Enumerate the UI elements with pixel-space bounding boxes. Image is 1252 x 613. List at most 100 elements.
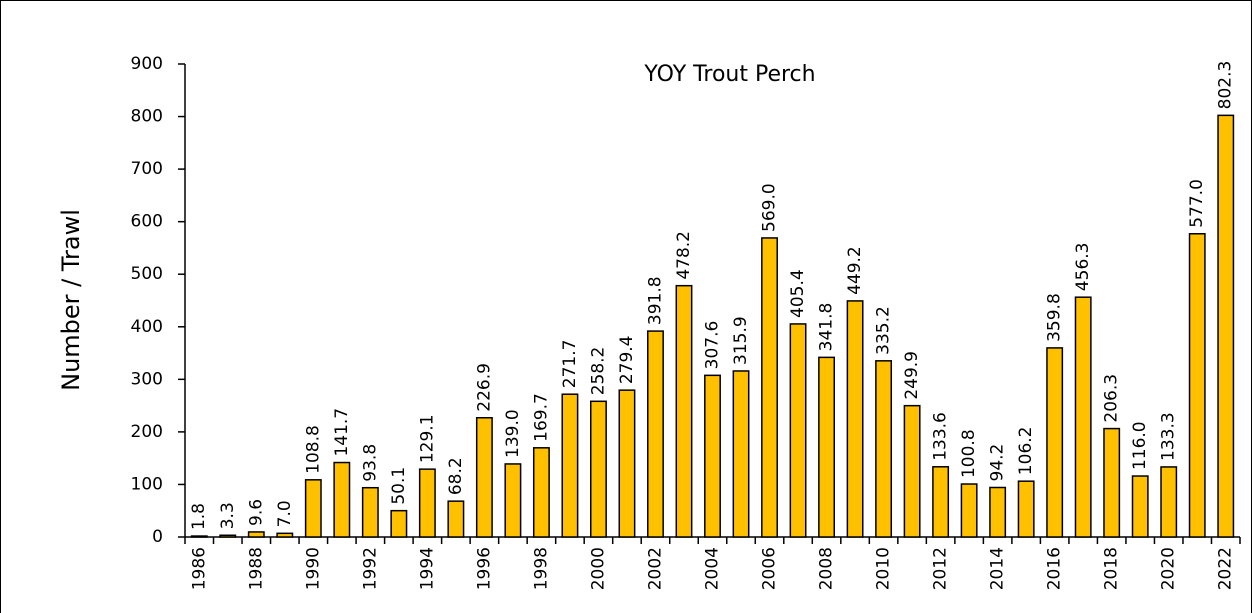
value-label: 802.3: [1216, 61, 1236, 110]
x-tick-label: 2012: [931, 547, 951, 590]
x-tick-label: 2006: [760, 547, 780, 590]
x-tick-label: 1990: [303, 547, 323, 590]
value-label: 139.0: [503, 409, 523, 458]
y-tick-label: 200: [131, 422, 163, 442]
value-label: 359.8: [1045, 293, 1065, 342]
value-label: 391.8: [645, 276, 665, 325]
y-tick-label: 500: [131, 264, 163, 284]
x-tick-label: 2022: [1216, 547, 1236, 590]
value-label: 335.2: [874, 306, 894, 355]
value-label: 577.0: [1187, 179, 1207, 228]
value-label: 307.6: [703, 321, 723, 370]
y-axis-title: Number / Trawl: [57, 209, 85, 391]
value-label: 258.2: [588, 347, 608, 396]
bar: [818, 356, 836, 538]
bar: [989, 486, 1007, 538]
x-tick-label: 2010: [874, 547, 894, 590]
bar: [618, 389, 636, 538]
y-tick-label: 400: [131, 317, 163, 337]
bar: [219, 534, 237, 538]
x-tick-label: 1988: [246, 547, 266, 590]
x-tick-label: 1992: [360, 547, 380, 590]
bar: [561, 393, 579, 538]
y-tick-label: 800: [131, 107, 163, 127]
bar: [960, 483, 978, 538]
bar: [447, 500, 465, 538]
value-label: 169.7: [531, 393, 551, 442]
value-label: 3.3: [218, 502, 238, 529]
value-label: 133.3: [1159, 412, 1179, 461]
x-tick-label: 1996: [474, 547, 494, 590]
value-label: 226.9: [474, 363, 494, 412]
x-tick-label: 1998: [531, 547, 551, 590]
bar: [475, 417, 493, 538]
value-label: 9.6: [246, 499, 266, 526]
bar: [932, 466, 950, 538]
bar: [647, 330, 664, 538]
value-label: 94.2: [988, 444, 1008, 482]
x-tick-label: 1994: [417, 547, 437, 590]
bar: [418, 468, 436, 538]
bar: [276, 532, 294, 538]
value-label: 106.2: [1016, 427, 1036, 476]
x-tick-label: 2020: [1159, 547, 1179, 590]
x-tick-label: 2002: [645, 547, 665, 590]
bar: [903, 404, 921, 538]
value-label: 206.3: [1102, 374, 1122, 423]
value-label: 249.9: [902, 351, 922, 400]
value-label: 100.8: [959, 429, 979, 478]
bar: [675, 284, 693, 538]
y-tick-label: 900: [131, 54, 163, 74]
value-label: 449.2: [845, 246, 865, 295]
bar: [789, 323, 807, 538]
bar: [1017, 480, 1035, 538]
bar: [1046, 347, 1064, 538]
y-tick-label: 100: [131, 474, 163, 494]
bar: [589, 400, 607, 538]
value-label: 456.3: [1073, 243, 1093, 292]
y-tick-label: 600: [131, 212, 163, 232]
bar: [761, 237, 778, 538]
bar: [1103, 427, 1121, 538]
bar: [390, 509, 408, 538]
bar: [304, 479, 322, 538]
bar: [247, 531, 265, 538]
x-tick-label: 2018: [1102, 547, 1122, 590]
bar: [846, 300, 864, 538]
value-label: 341.8: [817, 303, 837, 352]
value-label: 405.4: [788, 269, 808, 318]
x-tick-label: 2000: [588, 547, 608, 590]
x-tick-label: 1986: [189, 547, 209, 590]
bar: [333, 461, 351, 538]
x-tick-label: 2008: [817, 547, 837, 590]
value-label: 141.7: [332, 408, 352, 457]
value-label: 478.2: [674, 231, 694, 280]
bar: [732, 370, 750, 538]
bar: [704, 374, 721, 538]
value-label: 133.6: [931, 412, 951, 461]
bar: [875, 360, 893, 538]
value-label: 116.0: [1130, 421, 1150, 470]
value-label: 68.2: [446, 457, 466, 495]
value-label: 1.8: [189, 503, 209, 530]
value-label: 108.8: [303, 425, 323, 474]
value-label: 50.1: [389, 467, 409, 505]
bar: [1074, 296, 1092, 538]
value-label: 315.9: [731, 316, 751, 365]
value-label: 279.4: [617, 335, 637, 384]
bar: [190, 535, 208, 538]
value-label: 93.8: [360, 444, 380, 482]
bar: [1217, 114, 1235, 538]
value-label: 569.0: [760, 183, 780, 232]
value-label: 7.0: [275, 500, 295, 527]
bar: [361, 486, 379, 538]
chart-title: YOY Trout Perch: [643, 62, 815, 87]
y-tick-label: 0: [152, 527, 163, 547]
value-label: 129.1: [417, 414, 437, 463]
y-tick-label: 700: [131, 159, 163, 179]
bar: [504, 463, 522, 538]
bar: [1188, 233, 1206, 538]
y-tick-label: 300: [131, 369, 163, 389]
